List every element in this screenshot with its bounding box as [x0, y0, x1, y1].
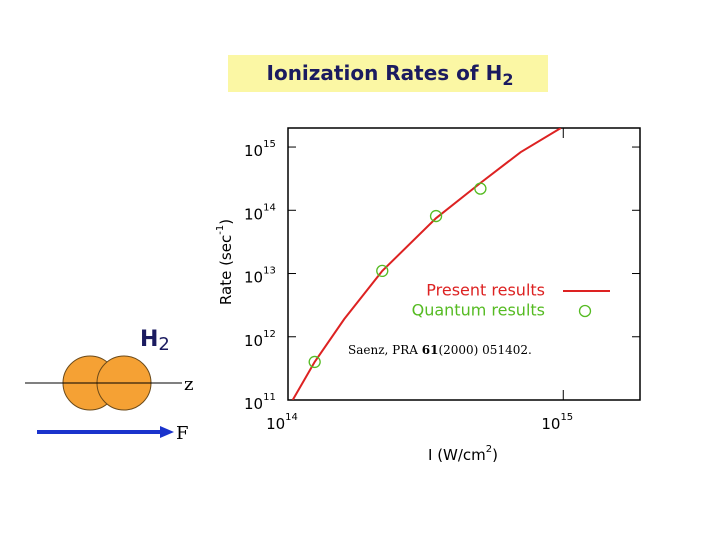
data-point: [429, 209, 443, 223]
tick-label: 1011: [244, 392, 276, 413]
tick-exponent: 15: [560, 412, 573, 423]
legend-label: Quantum results: [412, 301, 545, 320]
tick-label: 1015: [244, 139, 276, 160]
tick-base: 10: [244, 268, 263, 286]
tick-label: 1013: [244, 266, 276, 287]
tick-base: 10: [244, 205, 263, 223]
slide-title: Ionization Rates of H2: [267, 61, 514, 89]
legend-swatch: [578, 304, 592, 318]
x-label-end: ): [492, 446, 498, 464]
x-label-sup: 2: [486, 444, 492, 455]
tick-base: 10: [266, 415, 285, 433]
series-line: [291, 128, 562, 400]
molecule-subscript: 2: [158, 334, 169, 355]
tick-exponent: 11: [263, 392, 276, 403]
tick-base: 10: [244, 142, 263, 160]
field-arrowhead: [160, 426, 174, 438]
data-point: [308, 355, 321, 369]
annotation: Saenz, PRA 61(2000) 051402.: [348, 343, 532, 357]
x-axis-label: I (W/cm2): [428, 444, 498, 464]
tick-base: 10: [541, 415, 560, 433]
tick-exponent: 12: [263, 329, 276, 340]
y-label-end: ): [217, 219, 235, 225]
molecule-label: H2: [140, 327, 170, 355]
y-label-sup: -1: [215, 225, 226, 235]
molecule-text: H: [140, 327, 158, 352]
plot-frame: [287, 127, 641, 401]
data-point: [474, 182, 487, 195]
tick-base: 10: [244, 395, 263, 413]
tick-label: 1014: [244, 202, 276, 223]
x-label-text: I (W/cm: [428, 446, 486, 464]
tick-label: 1015: [541, 412, 573, 433]
tick-label: 1012: [244, 329, 276, 350]
annotation-text: (2000) 051402.: [438, 343, 531, 357]
legend-label: Present results: [426, 281, 545, 300]
tick-exponent: 14: [285, 412, 298, 423]
tick-exponent: 14: [263, 202, 276, 213]
tick-exponent: 15: [263, 139, 276, 150]
data-point: [376, 264, 389, 278]
y-axis-label: Rate (sec-1): [215, 219, 235, 305]
y-label-text: Rate (sec: [217, 235, 235, 305]
tick-exponent: 13: [263, 266, 276, 277]
annotation-volume: 61: [422, 343, 439, 357]
tick-label: 1014: [266, 412, 298, 433]
annotation-text: Saenz, PRA: [348, 343, 422, 357]
title-text: Ionization Rates of H: [267, 61, 503, 85]
title-subscript: 2: [502, 70, 513, 89]
field-label: F: [176, 423, 189, 444]
title-box: [228, 55, 548, 92]
axis-label: z: [184, 374, 193, 395]
tick-base: 10: [244, 331, 263, 349]
